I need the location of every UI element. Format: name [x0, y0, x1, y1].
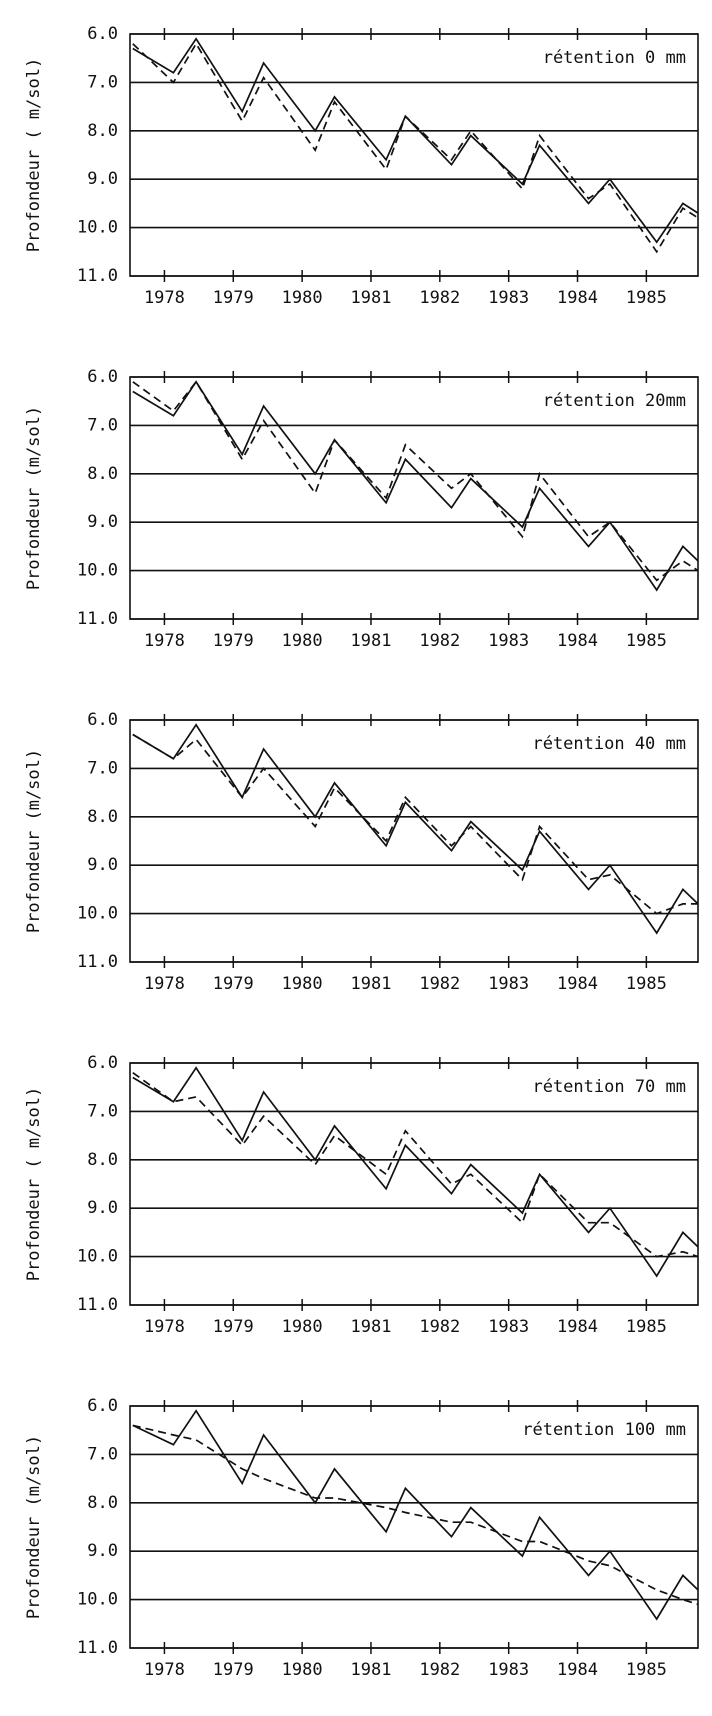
x-tick-label: 1985 — [626, 631, 667, 651]
title-background — [462, 387, 692, 415]
line-series — [132, 1072, 699, 1258]
y-tick-label: 7.0 — [87, 72, 118, 92]
x-tick-label: 1983 — [488, 631, 529, 651]
x-tick-label: 1978 — [144, 1660, 185, 1680]
y-tick-label: 7.0 — [87, 758, 118, 778]
line-series — [132, 733, 698, 915]
y-tick-label: 11.0 — [77, 1295, 118, 1315]
y-tick-label: 9.0 — [87, 855, 118, 875]
y-tick-label: 9.0 — [87, 1541, 118, 1561]
x-tick-label: 1979 — [213, 1660, 254, 1680]
x-tick-label: 1985 — [626, 1660, 667, 1680]
x-tick-label: 1983 — [488, 1660, 529, 1680]
x-tick-label: 1978 — [144, 1317, 185, 1337]
x-tick-label: 1978 — [144, 288, 185, 308]
y-tick-label: 11.0 — [77, 266, 118, 286]
y-tick-label: 6.0 — [87, 24, 118, 44]
panel-title: rétention 0 mm — [543, 48, 686, 68]
x-tick-label: 1984 — [557, 631, 598, 651]
y-tick-label: 6.0 — [87, 1396, 118, 1416]
x-tick-label: 1982 — [419, 631, 460, 651]
x-tick-label: 1983 — [488, 288, 529, 308]
y-tick-label: 7.0 — [87, 415, 118, 435]
y-tick-label: 10.0 — [77, 1590, 118, 1610]
y-axis-label: Profondeur ( m/sol) — [24, 58, 44, 252]
x-tick-label: 1985 — [626, 974, 667, 994]
x-tick-label: 1980 — [282, 288, 323, 308]
x-tick-label: 1979 — [213, 1317, 254, 1337]
x-tick-label: 1985 — [626, 288, 667, 308]
y-tick-label: 6.0 — [87, 367, 118, 387]
y-tick-label: 9.0 — [87, 512, 118, 532]
x-tick-label: 1981 — [350, 288, 391, 308]
x-tick-label: 1979 — [213, 974, 254, 994]
title-background — [462, 730, 692, 758]
x-tick-label: 1978 — [144, 631, 185, 651]
x-tick-label: 1978 — [144, 974, 185, 994]
panel-title: rétention 100 mm — [522, 1420, 686, 1440]
y-axis-label: Profondeur ( m/sol) — [24, 1087, 44, 1281]
y-tick-label: 8.0 — [87, 1150, 118, 1170]
line-series — [132, 1066, 699, 1278]
y-tick-label: 6.0 — [87, 710, 118, 730]
title-background — [462, 44, 692, 72]
panel-title: rétention 70 mm — [532, 1077, 686, 1097]
x-tick-label: 1980 — [282, 631, 323, 651]
y-tick-label: 11.0 — [77, 952, 118, 972]
y-axis-label: Profondeur (m/sol) — [24, 749, 44, 933]
line-series — [132, 723, 699, 935]
x-tick-label: 1982 — [419, 1317, 460, 1337]
x-tick-label: 1983 — [488, 974, 529, 994]
y-tick-label: 11.0 — [77, 609, 118, 629]
x-tick-label: 1982 — [419, 974, 460, 994]
line-series — [132, 1409, 699, 1621]
x-tick-label: 1981 — [350, 631, 391, 651]
x-tick-label: 1980 — [282, 1317, 323, 1337]
x-tick-label: 1983 — [488, 1317, 529, 1337]
x-tick-label: 1981 — [350, 1660, 391, 1680]
y-tick-label: 10.0 — [77, 904, 118, 924]
x-tick-label: 1979 — [213, 288, 254, 308]
panel-title: rétention 40 mm — [532, 734, 686, 754]
x-tick-label: 1982 — [419, 1660, 460, 1680]
y-tick-label: 7.0 — [87, 1101, 118, 1121]
y-tick-label: 6.0 — [87, 1053, 118, 1073]
x-tick-label: 1984 — [557, 1317, 598, 1337]
line-series — [132, 1424, 699, 1606]
y-tick-label: 11.0 — [77, 1638, 118, 1658]
y-tick-label: 10.0 — [77, 561, 118, 581]
y-tick-label: 10.0 — [77, 1247, 118, 1267]
x-tick-label: 1979 — [213, 631, 254, 651]
line-series — [132, 380, 699, 582]
x-tick-label: 1980 — [282, 1660, 323, 1680]
y-tick-label: 8.0 — [87, 121, 118, 141]
line-series — [132, 42, 699, 254]
line-series — [132, 37, 699, 244]
x-tick-label: 1981 — [350, 974, 391, 994]
title-background — [462, 1073, 692, 1101]
x-tick-label: 1980 — [282, 974, 323, 994]
x-tick-label: 1984 — [557, 288, 598, 308]
y-tick-label: 7.0 — [87, 1444, 118, 1464]
x-tick-label: 1982 — [419, 288, 460, 308]
y-tick-label: 9.0 — [87, 1198, 118, 1218]
x-tick-label: 1984 — [557, 974, 598, 994]
y-tick-label: 8.0 — [87, 807, 118, 827]
x-tick-label: 1985 — [626, 1317, 667, 1337]
y-axis-label: Profondeur (m/sol) — [24, 406, 44, 590]
y-tick-label: 8.0 — [87, 1493, 118, 1513]
x-tick-label: 1981 — [350, 1317, 391, 1337]
title-background — [462, 1416, 692, 1444]
panel-title: rétention 20mm — [543, 391, 686, 411]
y-tick-label: 9.0 — [87, 169, 118, 189]
line-series — [132, 380, 699, 592]
y-tick-label: 10.0 — [77, 218, 118, 238]
y-axis-label: Profondeur (m/sol) — [24, 1435, 44, 1619]
y-tick-label: 8.0 — [87, 464, 118, 484]
x-tick-label: 1984 — [557, 1660, 598, 1680]
